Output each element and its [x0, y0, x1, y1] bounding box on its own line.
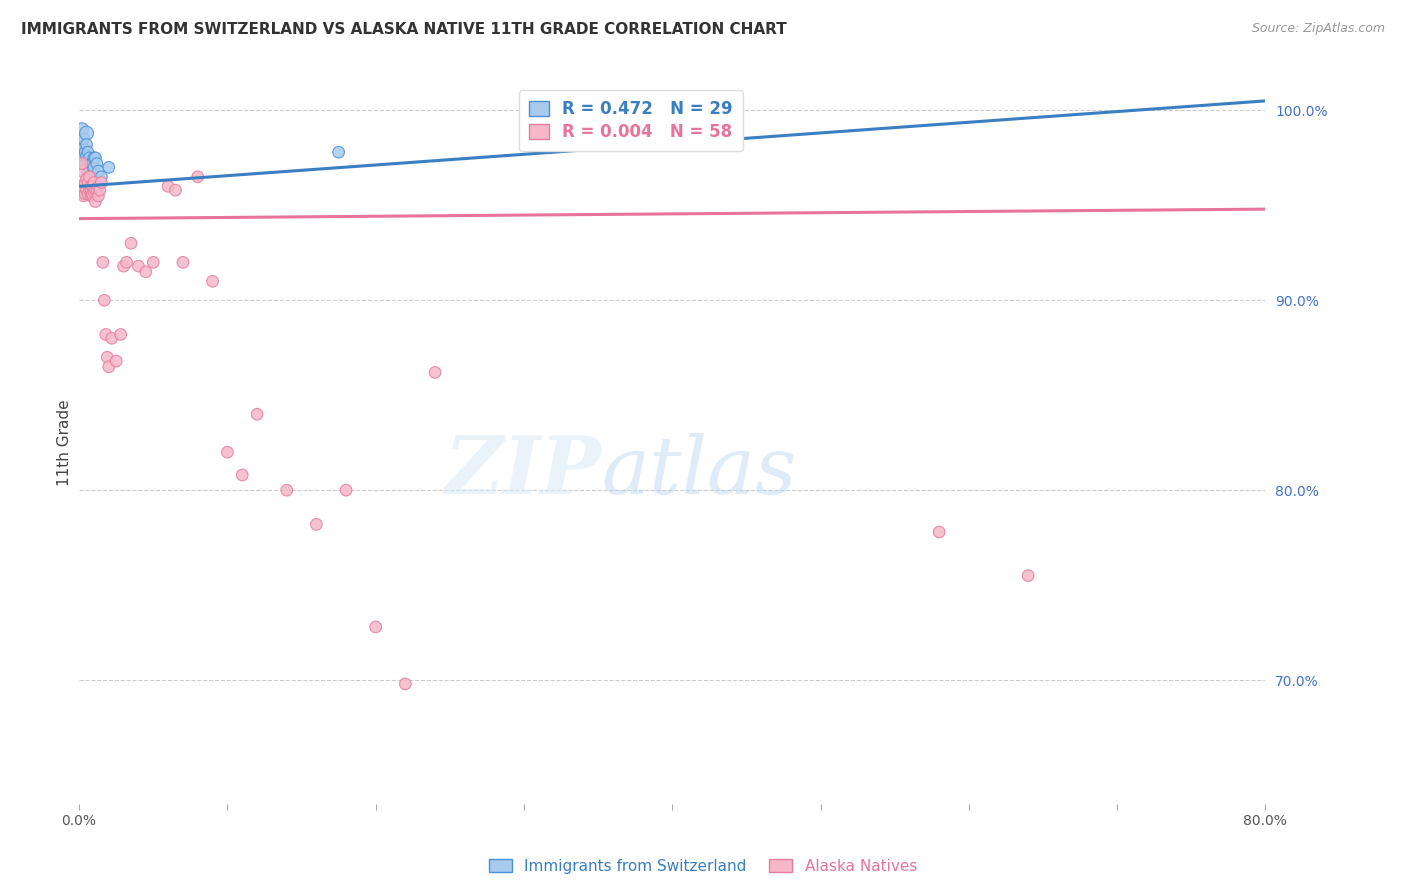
Point [105, 354, 128, 368]
Point [90, 176, 112, 190]
Point [86, 183, 108, 197]
Point [82, 156, 104, 170]
Point [231, 468, 253, 483]
Text: atlas: atlas [602, 433, 796, 510]
Point [77, 164, 100, 178]
Point [73, 145, 96, 160]
Point [91, 255, 114, 269]
Text: IMMIGRANTS FROM SWITZERLAND VS ALASKA NATIVE 11TH GRADE CORRELATION CHART: IMMIGRANTS FROM SWITZERLAND VS ALASKA NA… [21, 22, 787, 37]
Point [84, 183, 107, 197]
Point [97, 161, 120, 175]
Point [87, 164, 110, 178]
Point [79, 169, 101, 184]
Point [135, 265, 157, 279]
Point [73, 186, 96, 201]
Point [172, 255, 194, 269]
Point [305, 517, 328, 532]
Point [394, 677, 416, 691]
Legend: R = 0.472   N = 29, R = 0.004   N = 58: R = 0.472 N = 29, R = 0.004 N = 58 [519, 90, 742, 152]
Text: ZIP: ZIP [444, 433, 602, 510]
Point [87, 179, 110, 194]
Point [1017, 568, 1039, 582]
Point [79, 161, 101, 175]
Point [82, 186, 104, 201]
Point [76, 137, 98, 152]
Point [70, 164, 93, 178]
Point [80, 168, 103, 182]
Point [72, 141, 94, 155]
Point [70, 122, 93, 136]
Point [82, 179, 104, 194]
Point [165, 183, 187, 197]
Point [96, 351, 118, 365]
Point [76, 126, 98, 140]
Point [82, 164, 104, 178]
Point [77, 176, 100, 190]
Point [70, 156, 93, 170]
Point [79, 183, 101, 197]
Point [93, 293, 115, 308]
Point [94, 327, 117, 342]
Point [83, 176, 105, 190]
Point [928, 524, 950, 539]
Point [73, 156, 96, 170]
Point [77, 156, 100, 170]
Point [84, 151, 107, 165]
Point [83, 161, 105, 175]
Point [120, 236, 142, 251]
Point [72, 132, 94, 146]
Point [89, 183, 111, 197]
Point [115, 255, 138, 269]
Point [364, 620, 387, 634]
Point [100, 331, 122, 345]
Point [69, 179, 91, 194]
Point [80, 189, 103, 203]
Point [328, 145, 350, 160]
Point [70, 134, 93, 148]
Point [127, 259, 149, 273]
Point [217, 445, 239, 459]
Point [76, 149, 98, 163]
Point [335, 483, 357, 498]
Point [76, 171, 98, 186]
Point [112, 259, 135, 273]
Point [87, 189, 110, 203]
Point [80, 183, 103, 197]
Point [142, 255, 165, 269]
Point [86, 156, 108, 170]
Point [72, 189, 94, 203]
Point [90, 169, 112, 184]
Point [72, 151, 94, 165]
Y-axis label: 11th Grade: 11th Grade [58, 400, 72, 486]
Point [84, 194, 107, 209]
Point [276, 483, 298, 498]
Point [201, 274, 224, 288]
Point [82, 189, 104, 203]
Text: Source: ZipAtlas.com: Source: ZipAtlas.com [1251, 22, 1385, 36]
Point [187, 169, 209, 184]
Point [80, 179, 103, 194]
Point [79, 151, 101, 165]
Point [72, 179, 94, 194]
Point [83, 151, 105, 165]
Point [77, 145, 100, 160]
Point [83, 185, 105, 199]
Point [73, 176, 96, 190]
Point [690, 107, 713, 121]
Point [110, 327, 132, 342]
Legend: Immigrants from Switzerland, Alaska Natives: Immigrants from Switzerland, Alaska Nati… [482, 853, 924, 880]
Point [76, 183, 98, 197]
Point [157, 179, 180, 194]
Point [246, 407, 269, 421]
Point [77, 186, 100, 201]
Point [80, 156, 103, 170]
Point [69, 145, 91, 160]
Point [97, 359, 120, 374]
Point [423, 366, 446, 380]
